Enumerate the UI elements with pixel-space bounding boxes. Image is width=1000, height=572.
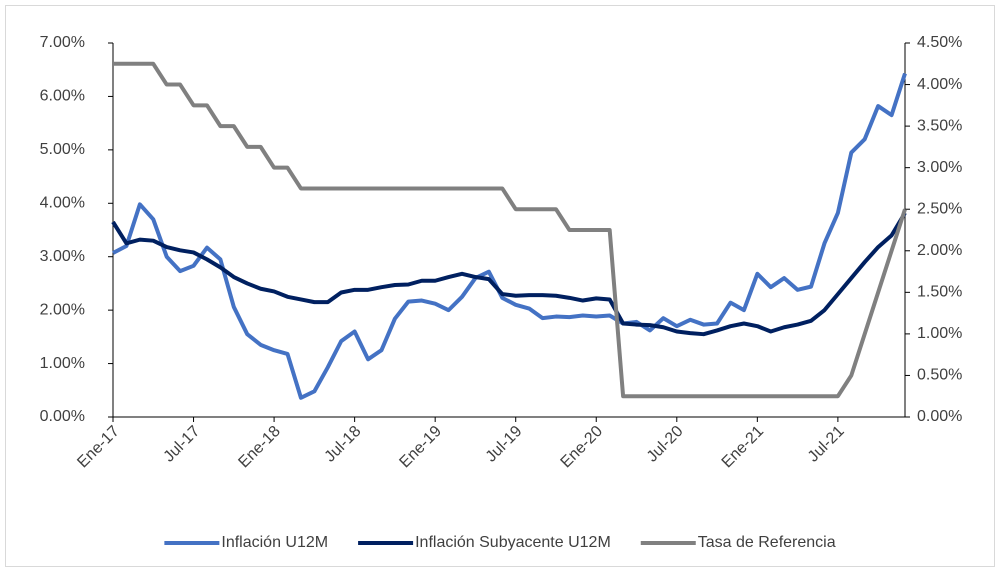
y2-tick-label: 2.50% xyxy=(917,200,962,217)
y-tick-label: 4.00% xyxy=(40,195,85,212)
y-tick-label: 1.00% xyxy=(40,355,85,372)
y2-tick-label: 1.50% xyxy=(917,284,962,301)
series-line xyxy=(113,61,907,399)
y2-tick-label: 3.50% xyxy=(917,117,962,134)
y-tick-label: 7.00% xyxy=(40,34,85,51)
y-tick-label: 5.00% xyxy=(40,141,85,158)
legend-label: Inflación Subyacente U12M xyxy=(415,534,611,551)
series-line xyxy=(111,211,907,337)
y-tick-label: 3.00% xyxy=(40,248,85,265)
y2-tick-label: 4.00% xyxy=(917,76,962,93)
y-tick-label: 2.00% xyxy=(40,301,85,318)
y-tick-label: 0.00% xyxy=(40,408,85,425)
y2-tick-label: 4.50% xyxy=(917,34,962,51)
y2-tick-label: 1.00% xyxy=(917,325,962,342)
chart-frame xyxy=(5,5,995,567)
series-line xyxy=(112,72,907,400)
y-tick-label: 6.00% xyxy=(40,88,85,105)
y2-tick-label: 0.50% xyxy=(917,367,962,384)
y2-tick-label: 0.00% xyxy=(917,408,962,425)
legend-label: Tasa de Referencia xyxy=(698,534,836,551)
y2-tick-label: 2.00% xyxy=(917,242,962,259)
legend-label: Inflación U12M xyxy=(221,534,328,551)
y2-tick-label: 3.00% xyxy=(917,159,962,176)
